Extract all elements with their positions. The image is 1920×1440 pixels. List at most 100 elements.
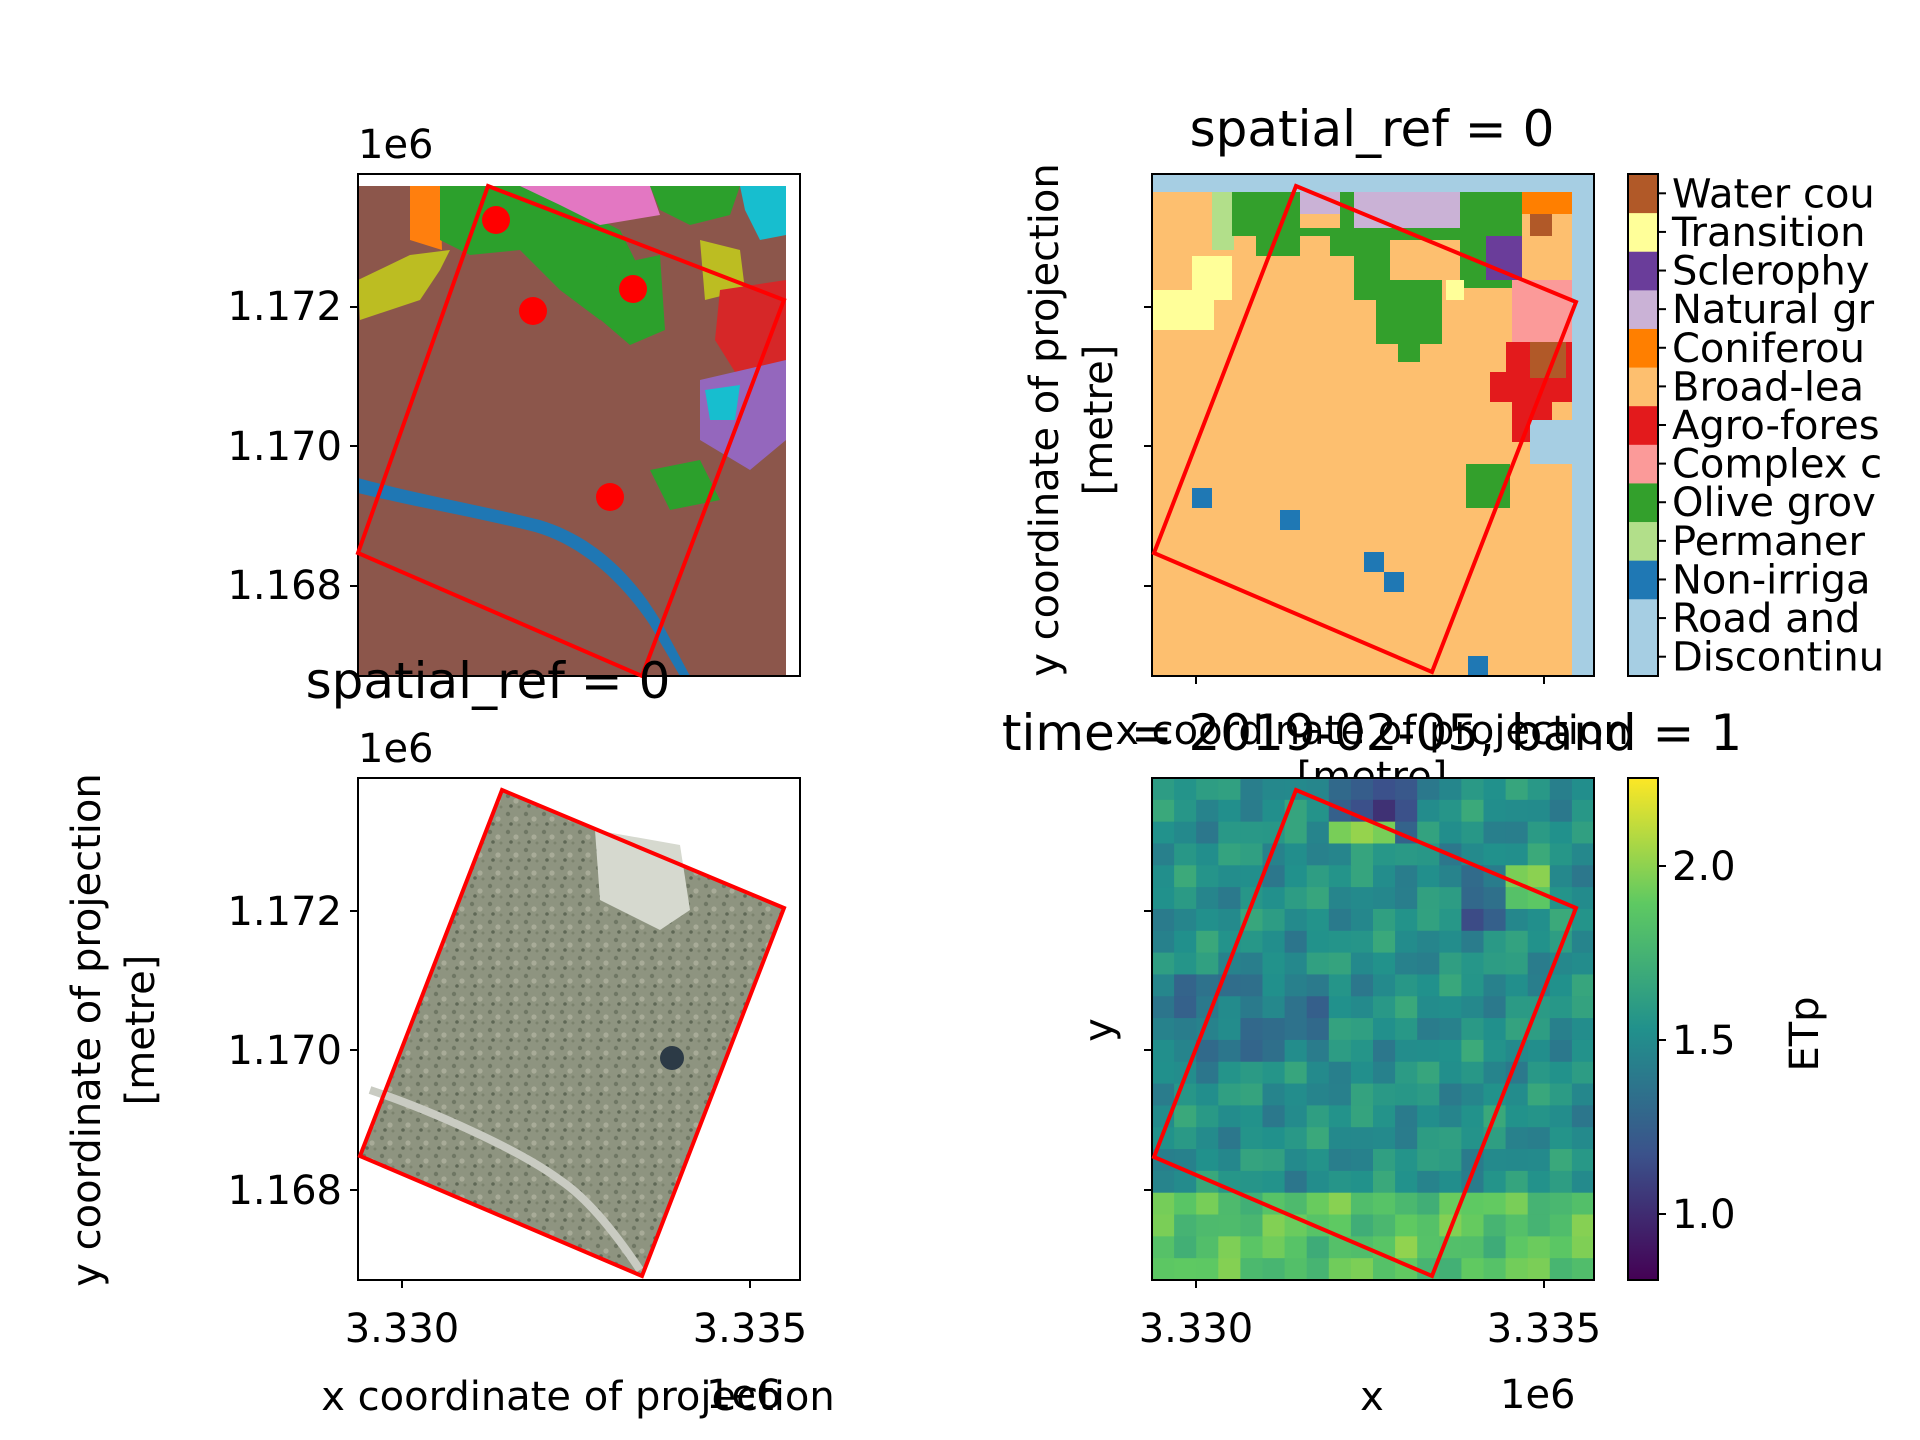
- heatmap-cell: [1262, 1214, 1286, 1237]
- heatmap-cell: [1328, 1149, 1352, 1172]
- heatmap-cell: [1417, 1236, 1440, 1259]
- heatmap-cell: [1373, 778, 1396, 801]
- heatmap-cell: [1549, 1236, 1573, 1259]
- heatmap-cell: [1527, 1105, 1551, 1128]
- heatmap-cell: [1417, 1192, 1440, 1216]
- heatmap-cell: [1395, 974, 1418, 997]
- heatmap-cell: [1527, 1039, 1551, 1063]
- heatmap-cell: [1262, 1018, 1286, 1041]
- heatmap-cell: [1152, 1039, 1175, 1063]
- heatmap-cell: [1373, 1258, 1396, 1280]
- heatmap-cell: [1174, 887, 1197, 910]
- map-region-orange: [410, 186, 442, 250]
- heatmap-cell: [1439, 1061, 1462, 1085]
- heatmap-cell: [1174, 799, 1197, 823]
- heatmap-cell: [1174, 1214, 1197, 1237]
- heatmap-cell: [1549, 1105, 1573, 1128]
- heatmap-cell: [1240, 799, 1264, 823]
- heatmap-cell: [1328, 974, 1352, 997]
- legend-swatch: [1628, 251, 1658, 291]
- legend-label: Non-irriga: [1672, 557, 1871, 603]
- legend-swatch: [1628, 637, 1658, 677]
- heatmap-cell: [1306, 908, 1330, 932]
- heatmap-cell: [1350, 996, 1374, 1019]
- heatmap-cell: [1350, 1127, 1374, 1150]
- heatmap-cell: [1152, 1214, 1175, 1237]
- heatmap-cell: [1196, 1214, 1219, 1237]
- heatmap-cell: [1284, 1083, 1308, 1106]
- heatmap-cell: [1417, 1127, 1440, 1150]
- heatmap-cell: [1240, 865, 1264, 888]
- heatmap-cell: [1328, 843, 1352, 866]
- heatmap-cell: [1373, 799, 1396, 823]
- heatmap-cell: [1549, 778, 1573, 801]
- heatmap-cell: [1373, 1105, 1396, 1128]
- y-axis-label-unit: [metre]: [118, 955, 164, 1106]
- y-axis: y: [1076, 910, 1152, 1191]
- heatmap-cell: [1527, 1170, 1551, 1194]
- axes-frame: [1151, 173, 1595, 677]
- etp-heatmap: [1152, 778, 1594, 1280]
- heatmap-cell: [1306, 1105, 1330, 1128]
- axis-offset-label: 1e6: [1500, 1372, 1576, 1418]
- heatmap-cell: [1527, 778, 1551, 801]
- heatmap-cell: [1196, 1105, 1219, 1128]
- heatmap-cell: [1262, 865, 1286, 888]
- y-tick-label: 1.170: [227, 424, 342, 470]
- heatmap-cell: [1549, 1018, 1573, 1041]
- colorbar-gradient: [1627, 777, 1659, 1281]
- heatmap-cell: [1571, 799, 1594, 823]
- heatmap-cell: [1417, 887, 1440, 910]
- heatmap-cell: [1527, 799, 1551, 823]
- legend-swatch: [1628, 328, 1658, 368]
- legend-swatch: [1628, 560, 1658, 600]
- heatmap-cell: [1461, 996, 1485, 1019]
- heatmap-cell: [1417, 1018, 1440, 1041]
- grid-cell-natural-grass-2: [1354, 192, 1460, 228]
- heatmap-cell: [1284, 1018, 1308, 1041]
- heatmap-cell: [1571, 887, 1594, 910]
- heatmap-cell: [1240, 974, 1264, 997]
- grid-cell-transition-2: [1152, 290, 1214, 330]
- heatmap-cell: [1152, 952, 1175, 976]
- heatmap-cell: [1152, 1018, 1175, 1041]
- grid-cell-road: [1468, 656, 1488, 676]
- heatmap-cell: [1196, 1127, 1219, 1150]
- heatmap-cell: [1218, 1018, 1241, 1041]
- heatmap-cell: [1549, 1061, 1573, 1085]
- heatmap-cell: [1395, 1192, 1418, 1216]
- grid-region-olive-grove: [1232, 192, 1460, 362]
- heatmap-cell: [1483, 930, 1507, 954]
- heatmap-cell: [1549, 1214, 1573, 1237]
- heatmap-cell: [1218, 843, 1241, 866]
- panel-title: time = 2019-02-05, band = 1: [1002, 704, 1742, 762]
- heatmap-cell: [1306, 865, 1330, 888]
- legend-swatch: [1628, 444, 1658, 484]
- heatmap-cell: [1262, 952, 1286, 976]
- heatmap-cell: [1284, 1236, 1308, 1259]
- heatmap-cell: [1483, 1018, 1507, 1041]
- heatmap-cell: [1461, 908, 1485, 932]
- heatmap-cell: [1262, 930, 1286, 954]
- heatmap-cell: [1417, 974, 1440, 997]
- heatmap-cell: [1527, 1149, 1551, 1172]
- heatmap-cell: [1240, 821, 1264, 845]
- heatmap-cell: [1262, 1170, 1286, 1194]
- heatmap-cell: [1262, 908, 1286, 932]
- heatmap-cell: [1262, 778, 1286, 801]
- colorbar-tick-label: 1.0: [1672, 1192, 1736, 1238]
- x-axis: 3.330 3.335 1e6 x coordinate of projecti…: [321, 1280, 835, 1420]
- heatmap-cell: [1417, 1105, 1440, 1128]
- heatmap-cell: [1328, 908, 1352, 932]
- x-axis-label: x coordinate of projection: [1115, 708, 1628, 754]
- heatmap-cell: [1527, 1061, 1551, 1085]
- x-axis-label: x: [1360, 1374, 1384, 1420]
- panel-top-left: 1.172 1.170 1.168 1e6: [227, 122, 801, 679]
- heatmap-cell: [1328, 821, 1352, 845]
- heatmap-cell: [1350, 887, 1374, 910]
- heatmap-cell: [1571, 908, 1594, 932]
- legend-swatch: [1628, 482, 1658, 523]
- heatmap-cell: [1174, 778, 1197, 801]
- heatmap-cell: [1240, 1039, 1264, 1063]
